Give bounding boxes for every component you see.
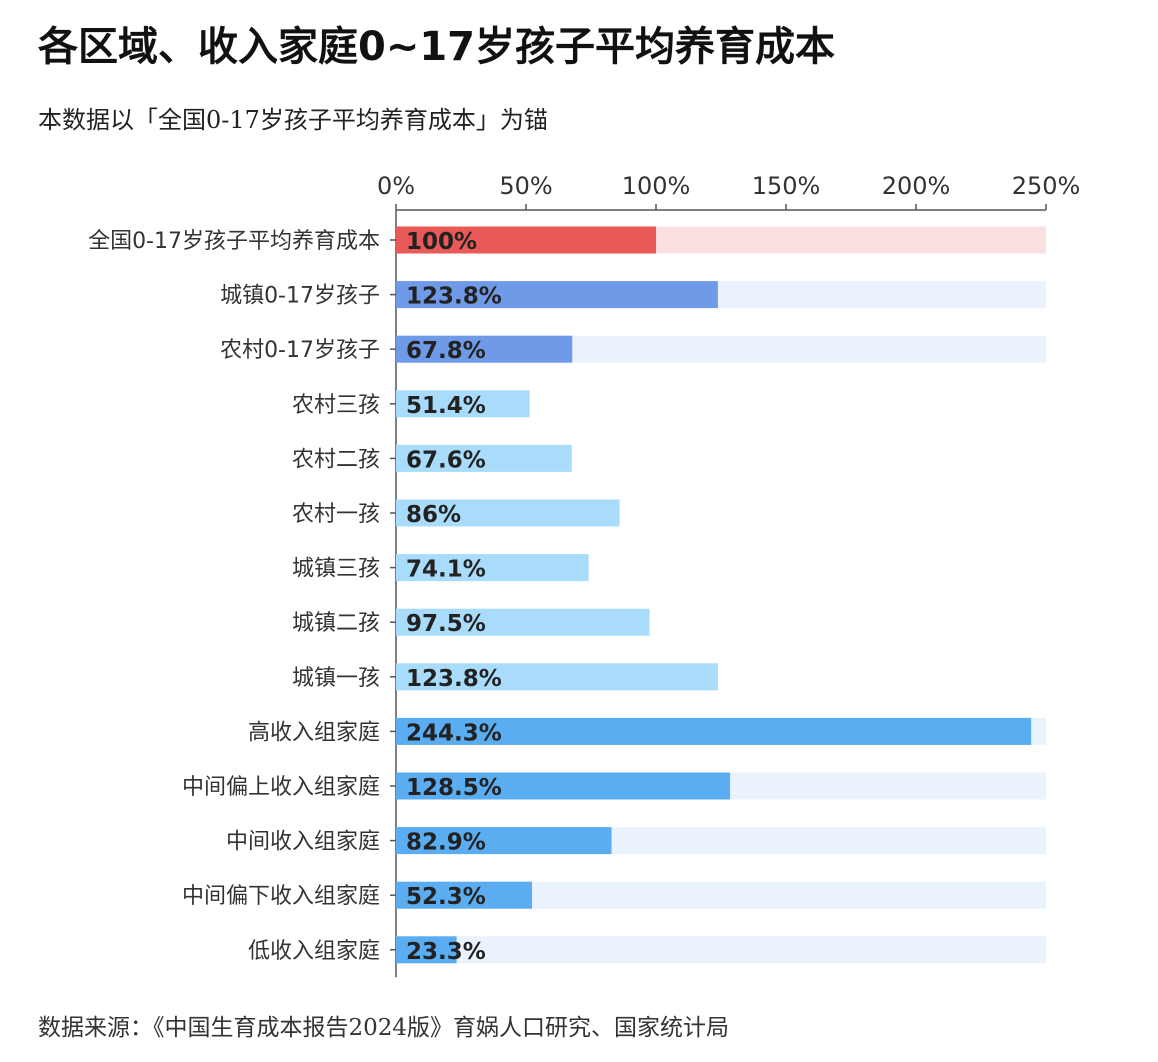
x-tick-label: 250%: [1012, 172, 1081, 200]
data-source-note: 数据来源：《中国生育成本报告2024版》育娲人口研究、国家统计局: [38, 1015, 730, 1041]
bar-chart: 0% 50% 100% 150% 200% 250% 全国0-17岁孩子平均养育成本 100%…: [88, 172, 1081, 978]
category-label: 中间收入组家庭: [226, 830, 380, 855]
data-label: 244.3%: [406, 720, 502, 746]
data-label: 23.3%: [406, 939, 486, 965]
bar: [396, 936, 457, 964]
category-label: 中间偏上收入组家庭: [182, 775, 380, 800]
data-label: 123.8%: [406, 666, 502, 692]
category-label: 城镇一孩: [292, 666, 380, 691]
bar: [396, 499, 620, 527]
category-label: 城镇二孩: [292, 611, 380, 636]
chart-title: 各区域、收入家庭0~17岁孩子平均养育成本: [38, 24, 836, 70]
x-tick-label: 50%: [499, 172, 552, 200]
x-tick-label: 100%: [622, 172, 691, 200]
x-tick-label: 0%: [377, 172, 415, 200]
data-label: 128.5%: [406, 775, 502, 801]
category-label: 农村二孩: [292, 447, 380, 472]
chart-subtitle: 本数据以「全国0-17岁孩子平均养育成本」为锚: [38, 106, 548, 134]
data-label: 97.5%: [406, 611, 486, 637]
bar: [396, 226, 656, 254]
category-label: 全国0-17岁孩子平均养育成本: [88, 229, 380, 254]
data-label: 51.4%: [406, 393, 486, 419]
category-label: 城镇三孩: [292, 557, 380, 582]
bar: [396, 335, 573, 363]
category-label: 农村三孩: [292, 393, 380, 418]
category-label: 农村0-17岁孩子: [220, 338, 380, 363]
data-label: 123.8%: [406, 284, 502, 310]
category-label: 低收入组家庭: [248, 939, 380, 964]
bar: [396, 663, 718, 691]
category-label: 高收入组家庭: [248, 720, 380, 745]
bar-track: [396, 936, 1046, 964]
bar: [396, 772, 731, 800]
data-label: 86%: [406, 502, 461, 528]
bar: [396, 444, 572, 472]
bar: [396, 881, 532, 909]
data-label: 74.1%: [406, 557, 486, 583]
category-label: 城镇0-17岁孩子: [220, 284, 380, 309]
data-label: 67.8%: [406, 338, 486, 364]
data-label: 82.9%: [406, 830, 486, 856]
bar: [396, 390, 530, 418]
x-tick-label: 200%: [882, 172, 951, 200]
bar: [396, 717, 1032, 745]
x-tick-label: 150%: [752, 172, 821, 200]
data-label: 100%: [406, 229, 477, 255]
bar: [396, 608, 650, 636]
category-label: 中间偏下收入组家庭: [182, 884, 380, 909]
data-label: 52.3%: [406, 884, 486, 910]
bar: [396, 554, 589, 582]
bar: [396, 827, 612, 855]
category-label: 农村一孩: [292, 502, 380, 527]
data-label: 67.6%: [406, 447, 486, 473]
bar: [396, 281, 718, 309]
